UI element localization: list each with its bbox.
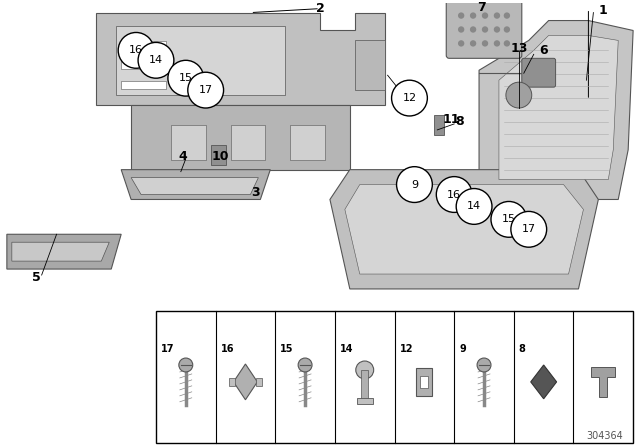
Circle shape xyxy=(504,41,509,46)
Bar xyxy=(417,368,433,396)
FancyBboxPatch shape xyxy=(446,0,522,58)
Circle shape xyxy=(495,27,499,32)
Circle shape xyxy=(459,41,463,46)
Text: 2: 2 xyxy=(316,2,324,15)
Polygon shape xyxy=(435,115,444,135)
Text: 8: 8 xyxy=(455,116,463,129)
Text: 8: 8 xyxy=(519,344,525,354)
Bar xyxy=(355,40,385,90)
Text: 16: 16 xyxy=(129,45,143,56)
Text: 13: 13 xyxy=(510,42,527,55)
Text: 17: 17 xyxy=(522,224,536,234)
Polygon shape xyxy=(131,105,350,170)
Bar xyxy=(230,125,266,160)
Polygon shape xyxy=(211,145,225,165)
Text: 9: 9 xyxy=(411,180,418,190)
Circle shape xyxy=(436,177,472,212)
Bar xyxy=(228,378,234,386)
Text: 1: 1 xyxy=(599,4,608,17)
Bar xyxy=(356,398,372,404)
Text: 14: 14 xyxy=(467,202,481,211)
Text: 17: 17 xyxy=(161,344,175,354)
Bar xyxy=(121,61,166,69)
Circle shape xyxy=(483,13,488,18)
Text: 15: 15 xyxy=(280,344,294,354)
Circle shape xyxy=(456,189,492,224)
Circle shape xyxy=(495,13,499,18)
Circle shape xyxy=(397,167,433,202)
Circle shape xyxy=(459,13,463,18)
Circle shape xyxy=(459,27,463,32)
Circle shape xyxy=(483,41,488,46)
Text: 5: 5 xyxy=(32,271,41,284)
Circle shape xyxy=(408,177,421,192)
Circle shape xyxy=(138,43,174,78)
Circle shape xyxy=(118,32,154,68)
Polygon shape xyxy=(345,185,584,274)
Circle shape xyxy=(179,358,193,372)
Polygon shape xyxy=(131,177,259,194)
Polygon shape xyxy=(479,21,633,199)
Text: 16: 16 xyxy=(221,344,234,354)
Circle shape xyxy=(470,41,476,46)
Bar xyxy=(156,311,633,443)
Circle shape xyxy=(477,358,491,372)
Text: 15: 15 xyxy=(502,214,516,224)
Bar xyxy=(171,125,205,160)
Text: 304364: 304364 xyxy=(586,431,623,441)
Text: 16: 16 xyxy=(447,190,461,199)
Bar xyxy=(121,81,166,89)
Bar xyxy=(361,370,368,400)
Circle shape xyxy=(392,80,428,116)
Polygon shape xyxy=(531,365,557,399)
Circle shape xyxy=(188,72,223,108)
Text: 6: 6 xyxy=(540,44,548,57)
Bar xyxy=(121,41,166,49)
Polygon shape xyxy=(12,242,109,261)
Text: 12: 12 xyxy=(403,93,417,103)
Bar xyxy=(290,125,325,160)
Text: 4: 4 xyxy=(179,150,187,163)
Text: 11: 11 xyxy=(442,113,460,126)
Circle shape xyxy=(470,13,476,18)
Circle shape xyxy=(504,13,509,18)
Polygon shape xyxy=(97,13,385,105)
Text: 12: 12 xyxy=(399,344,413,354)
Text: 3: 3 xyxy=(251,186,260,199)
Circle shape xyxy=(356,361,374,379)
Circle shape xyxy=(511,211,547,247)
Polygon shape xyxy=(7,234,121,269)
Polygon shape xyxy=(234,364,257,400)
Polygon shape xyxy=(116,26,285,95)
Circle shape xyxy=(504,27,509,32)
Circle shape xyxy=(470,27,476,32)
Polygon shape xyxy=(499,35,618,180)
Text: 14: 14 xyxy=(149,55,163,65)
Text: 7: 7 xyxy=(477,1,485,14)
Text: 17: 17 xyxy=(198,85,212,95)
Circle shape xyxy=(298,358,312,372)
Polygon shape xyxy=(121,170,270,199)
Circle shape xyxy=(483,27,488,32)
Text: 9: 9 xyxy=(459,344,466,354)
Bar xyxy=(257,378,262,386)
Bar xyxy=(420,376,428,388)
FancyBboxPatch shape xyxy=(522,58,556,87)
Polygon shape xyxy=(591,367,615,397)
Circle shape xyxy=(506,82,532,108)
Text: 10: 10 xyxy=(212,150,229,163)
Circle shape xyxy=(168,60,204,96)
Polygon shape xyxy=(330,170,598,289)
Text: 14: 14 xyxy=(340,344,353,354)
Text: 15: 15 xyxy=(179,73,193,83)
Circle shape xyxy=(495,41,499,46)
Circle shape xyxy=(491,202,527,237)
